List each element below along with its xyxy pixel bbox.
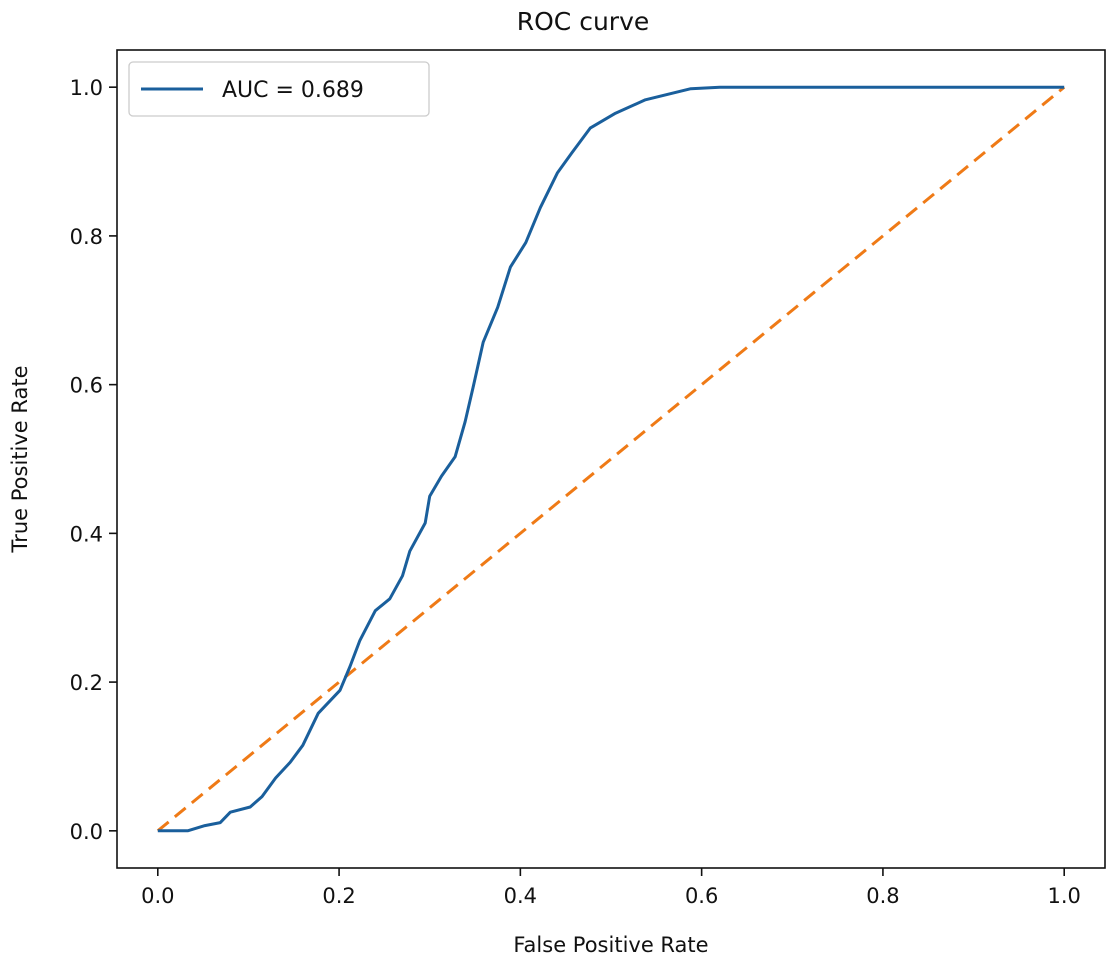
x-tick-label: 1.0 xyxy=(1048,884,1081,908)
x-tick-label: 0.8 xyxy=(866,884,899,908)
x-axis-ticks: 0.0 0.2 0.4 0.6 0.8 1.0 xyxy=(141,868,1081,908)
y-tick-label: 1.0 xyxy=(70,76,103,100)
legend-box xyxy=(128,61,430,117)
y-tick-label: 0.8 xyxy=(70,225,103,249)
legend-label: AUC = 0.689 xyxy=(222,78,364,103)
y-axis-ticks: 0.0 0.2 0.4 0.6 0.8 1.0 xyxy=(70,76,117,844)
y-tick-label: 0.0 xyxy=(70,820,103,844)
y-axis-label: True Positive Rate xyxy=(8,365,32,553)
x-tick-label: 0.6 xyxy=(685,884,718,908)
chance-diagonal-line xyxy=(156,86,1066,832)
y-tick-label: 0.2 xyxy=(70,671,103,695)
roc-curve-line xyxy=(157,85,1065,833)
y-tick-label: 0.6 xyxy=(70,374,103,398)
x-tick-label: 0.0 xyxy=(141,884,174,908)
chart-title: ROC curve xyxy=(517,7,650,36)
plot-lines xyxy=(156,85,1066,833)
y-tick-label: 0.4 xyxy=(70,522,103,546)
plot-frame xyxy=(116,49,1106,869)
x-axis-label: False Positive Rate xyxy=(513,933,708,957)
x-tick-label: 0.4 xyxy=(504,884,537,908)
x-tick-label: 0.2 xyxy=(322,884,355,908)
legend: AUC = 0.689 xyxy=(128,61,430,117)
